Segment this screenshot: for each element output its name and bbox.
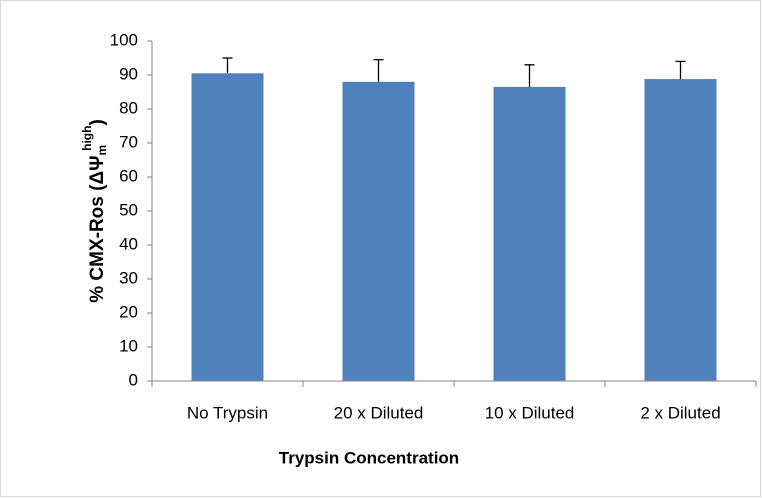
y-tick-label: 90: [119, 64, 138, 83]
y-tick-label: 10: [119, 336, 138, 355]
y-tick-label: 40: [119, 234, 138, 253]
y-axis-title-main: % CMX-Ros (ΔΨ: [87, 156, 108, 303]
y-axis-title-sub: m: [95, 145, 109, 156]
bar: [191, 73, 264, 382]
y-axis-title-sup: high: [80, 126, 94, 151]
x-tick-label: 20 x Diluted: [334, 403, 424, 422]
x-tick-label: 10 x Diluted: [485, 403, 575, 422]
x-tick-label: No Trypsin: [187, 403, 268, 422]
y-tick-label: 60: [119, 166, 138, 185]
y-tick-label: 50: [119, 200, 138, 219]
y-tick-label: 70: [119, 132, 138, 151]
bar: [493, 86, 566, 382]
y-axis-title-close: ): [87, 119, 108, 125]
y-axis-title: % CMX-Ros (ΔΨmhigh): [80, 119, 109, 303]
bar: [644, 79, 717, 381]
y-tick-label: 100: [110, 30, 138, 49]
y-tick-label: 30: [119, 268, 138, 287]
y-tick-label: 80: [119, 98, 138, 117]
y-tick-label: 0: [129, 370, 138, 389]
x-tick-label: 2 x Diluted: [640, 403, 720, 422]
bar: [342, 81, 415, 382]
x-axis-title: Trypsin Concentration: [279, 448, 459, 467]
y-tick-label: 20: [119, 302, 138, 321]
